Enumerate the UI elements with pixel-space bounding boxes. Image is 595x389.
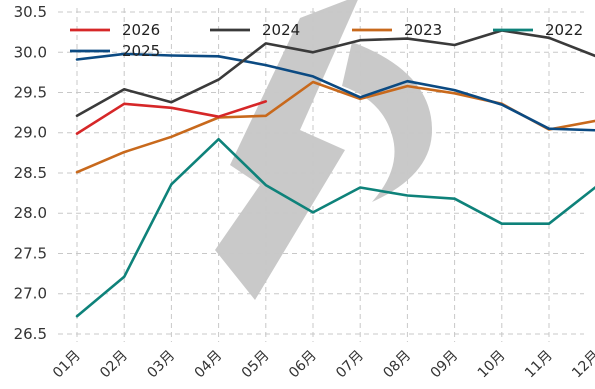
watermark-logo xyxy=(215,0,432,300)
series-line-2026 xyxy=(75,100,268,135)
y-axis: 26.5 27.0 27.5 28.0 28.5 29.0 29.5 30.0 30.5 xyxy=(14,3,47,343)
series-line-2022 xyxy=(75,137,595,318)
y-tick-label: 26.5 xyxy=(14,325,47,343)
y-tick-label: 27.0 xyxy=(14,285,47,303)
legend-label-2025: 2025 xyxy=(122,42,160,60)
y-tick-label: 29.5 xyxy=(14,84,47,102)
x-tick-label: 09月 xyxy=(428,348,462,382)
y-tick-label: 30.5 xyxy=(14,3,47,21)
x-tick-label: 04月 xyxy=(192,348,226,382)
y-tick-label: 28.5 xyxy=(14,164,47,182)
series-lines xyxy=(75,29,595,318)
y-tick-label: 29.0 xyxy=(14,124,47,142)
series-line-2025 xyxy=(75,52,595,132)
x-tick-label: 08月 xyxy=(380,348,414,382)
x-tick-label: 02月 xyxy=(97,348,131,382)
legend-label-2023: 2023 xyxy=(404,21,442,39)
legend-label-2026: 2026 xyxy=(122,21,160,39)
y-tick-label: 28.0 xyxy=(14,204,47,222)
x-tick-label: 05月 xyxy=(239,348,273,382)
y-tick-label: 27.5 xyxy=(14,244,47,262)
watermark-shape xyxy=(215,0,358,300)
grid xyxy=(58,8,584,342)
x-tick-label: 11月 xyxy=(522,348,556,382)
watermark-swoosh xyxy=(342,42,432,202)
legend-label-2022: 2022 xyxy=(545,21,583,39)
legend-label-2024: 2024 xyxy=(262,21,300,39)
x-tick-label: 07月 xyxy=(333,348,367,382)
x-tick-label: 01月 xyxy=(50,348,84,382)
x-axis: 01月 02月 03月 04月 05月 06月 07月 08月 09月 10月 11月 12月 xyxy=(50,348,595,382)
series-line-2024 xyxy=(75,29,595,118)
x-tick-label: 12月 xyxy=(569,348,595,382)
x-tick-label: 06月 xyxy=(286,348,320,382)
x-tick-label: 03月 xyxy=(144,348,178,382)
x-tick-label: 10月 xyxy=(475,348,509,382)
y-tick-label: 30.0 xyxy=(14,43,47,61)
legend: 2026 2024 2023 2022 2025 xyxy=(70,21,583,60)
